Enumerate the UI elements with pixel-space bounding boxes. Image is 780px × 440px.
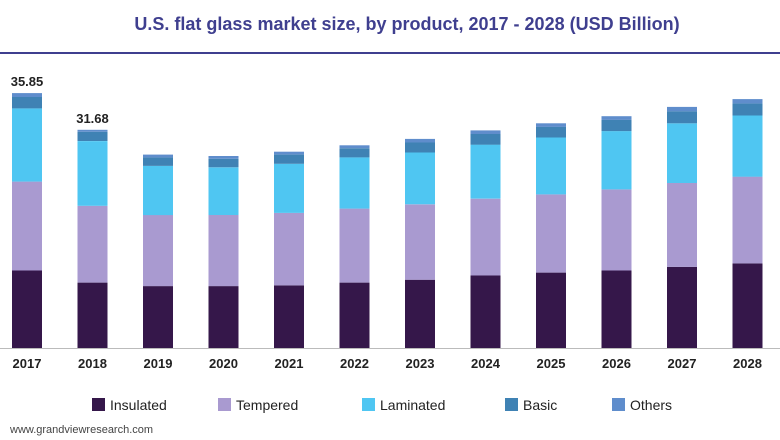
bar-segment-laminated-2026 xyxy=(601,131,632,190)
legend-label-tempered: Tempered xyxy=(236,397,298,413)
bar-segment-insulated-2025 xyxy=(536,272,566,348)
bar-segment-basic-2024 xyxy=(470,134,501,145)
bar-segment-tempered-2028 xyxy=(732,176,763,264)
bar-segment-others-2028 xyxy=(732,99,763,104)
legend-label-basic: Basic xyxy=(523,397,557,413)
legend-swatch-others xyxy=(612,398,625,411)
bar-segment-laminated-2028 xyxy=(732,115,763,177)
source-label: www.grandviewresearch.com xyxy=(9,424,153,436)
bar-segment-others-2027 xyxy=(667,106,697,112)
legend-swatch-basic xyxy=(505,398,518,411)
legend-swatch-tempered xyxy=(218,398,231,411)
bar-segment-insulated-2019 xyxy=(143,286,173,348)
bar-segment-tempered-2021 xyxy=(274,212,304,286)
bar-segment-tempered-2022 xyxy=(339,208,370,283)
bar-segment-tempered-2017 xyxy=(12,181,42,271)
x-tick-label: 2019 xyxy=(144,356,173,371)
bar-segment-insulated-2028 xyxy=(732,263,763,348)
bar-segment-laminated-2023 xyxy=(405,152,435,205)
x-tick-label: 2021 xyxy=(275,356,304,371)
x-tick-label: 2024 xyxy=(471,356,501,371)
legend-swatch-insulated xyxy=(92,398,105,411)
x-tick-label: 2018 xyxy=(78,356,107,371)
bar-segment-laminated-2025 xyxy=(536,137,566,195)
bar-segment-insulated-2027 xyxy=(667,266,697,348)
bar-segment-basic-2027 xyxy=(667,111,697,124)
x-tick-label: 2023 xyxy=(406,356,435,371)
bar-segment-basic-2017 xyxy=(12,97,42,109)
bar-segment-others-2026 xyxy=(601,116,632,120)
bar-segment-others-2021 xyxy=(274,151,304,155)
bar-segment-insulated-2022 xyxy=(339,282,370,348)
bar-segment-basic-2026 xyxy=(601,119,632,132)
x-tick-label: 2020 xyxy=(209,356,238,371)
x-tick-label: 2022 xyxy=(340,356,369,371)
bar-segment-insulated-2024 xyxy=(470,275,501,348)
x-tick-label: 2027 xyxy=(668,356,697,371)
x-axis: 2017 2018 2019 2020 2021 2022 2023 2024 2025 2026… xyxy=(0,348,780,371)
bar-segment-tempered-2026 xyxy=(601,189,632,271)
bar-segment-basic-2022 xyxy=(339,148,370,158)
bar-segment-basic-2025 xyxy=(536,126,566,138)
legend: Insulated Tempered Laminated Basic Others xyxy=(92,397,672,413)
bar-segment-basic-2023 xyxy=(405,142,435,153)
bar-segment-tempered-2024 xyxy=(470,198,501,276)
bar-segment-others-2023 xyxy=(405,138,435,143)
bar-segment-insulated-2023 xyxy=(405,279,435,348)
bar-segment-others-2017 xyxy=(12,93,42,97)
bar-segment-others-2025 xyxy=(536,123,566,127)
bars xyxy=(12,93,763,348)
bar-segment-insulated-2020 xyxy=(208,286,239,348)
bar-segment-laminated-2017 xyxy=(12,108,42,182)
bar-segment-basic-2020 xyxy=(208,158,239,168)
bar-segment-laminated-2027 xyxy=(667,123,697,183)
bar-segment-others-2022 xyxy=(339,145,370,149)
legend-label-others: Others xyxy=(630,397,672,413)
legend-label-laminated: Laminated xyxy=(380,397,445,413)
legend-swatch-laminated xyxy=(362,398,375,411)
bar-segment-laminated-2018 xyxy=(77,141,108,206)
bar-segment-insulated-2018 xyxy=(77,282,108,348)
bar-segment-tempered-2023 xyxy=(405,204,435,280)
bar-segment-laminated-2024 xyxy=(470,144,501,199)
bar-segment-tempered-2018 xyxy=(77,205,108,283)
x-tick-label: 2026 xyxy=(602,356,631,371)
x-tick-label: 2025 xyxy=(537,356,566,371)
legend-label-insulated: Insulated xyxy=(110,397,167,413)
bar-segment-laminated-2022 xyxy=(339,157,370,209)
bar-segment-tempered-2025 xyxy=(536,194,566,273)
bar-segment-others-2024 xyxy=(470,130,501,134)
bar-segment-others-2019 xyxy=(143,154,173,158)
bar-segment-basic-2018 xyxy=(77,131,108,141)
chart-title: U.S. flat glass market size, by product,… xyxy=(134,14,679,34)
x-tick-label: 2028 xyxy=(733,356,762,371)
bar-segment-laminated-2019 xyxy=(143,166,173,216)
bar-segment-insulated-2017 xyxy=(12,270,42,348)
bar-segment-basic-2019 xyxy=(143,157,173,166)
data-label: 31.68 xyxy=(76,111,109,126)
bar-segment-laminated-2020 xyxy=(208,167,239,215)
bar-segment-others-2020 xyxy=(208,156,239,159)
bar-segment-basic-2028 xyxy=(732,103,763,116)
x-tick-label: 2017 xyxy=(13,356,42,371)
data-label: 35.85 xyxy=(11,74,44,89)
bar-segment-basic-2021 xyxy=(274,154,304,164)
bar-segment-tempered-2027 xyxy=(667,183,697,267)
bar-segment-others-2018 xyxy=(77,129,108,132)
bar-segment-tempered-2020 xyxy=(208,215,239,287)
bar-segment-insulated-2021 xyxy=(274,285,304,348)
data-labels: 35.85 31.68 xyxy=(11,74,109,126)
bar-segment-tempered-2019 xyxy=(143,215,173,287)
bar-segment-insulated-2026 xyxy=(601,270,632,348)
bar-segment-laminated-2021 xyxy=(274,163,304,213)
